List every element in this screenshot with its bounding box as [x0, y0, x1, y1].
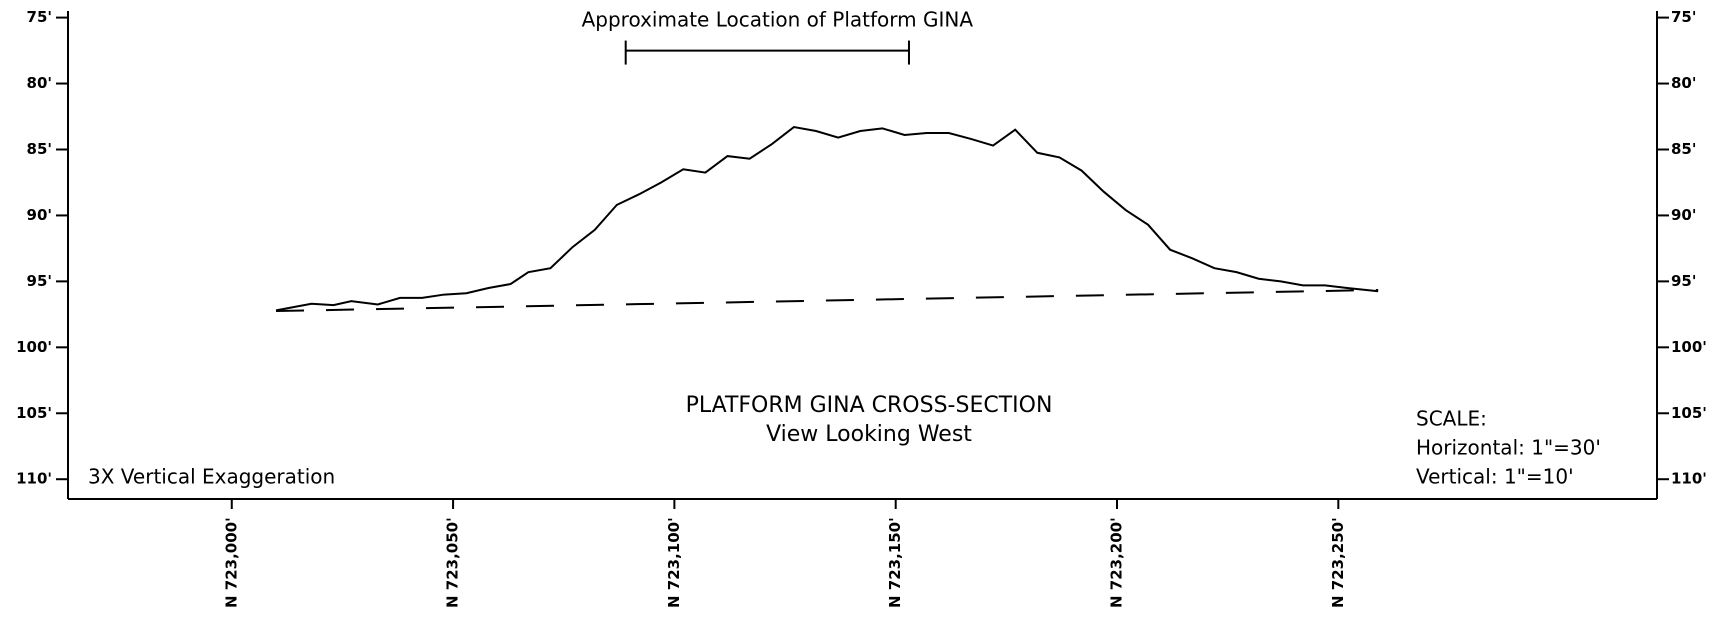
y-tick-label: 110' — [16, 470, 52, 488]
annotation: Approximate Location of Platform GINA — [582, 8, 974, 32]
y-tick-label: 95' — [27, 272, 52, 290]
y-tick-label: 100' — [16, 338, 52, 356]
y-tick-label: 90' — [27, 206, 52, 224]
y-tick-label: 75' — [1671, 8, 1696, 26]
y-tick-label: 75' — [27, 8, 52, 26]
profile-line — [275, 126, 1379, 312]
x-tick-label: N 723,250' — [1329, 517, 1347, 608]
y-tick-label: 105' — [16, 404, 52, 422]
y-tick-label: 95' — [1671, 272, 1696, 290]
profile-line — [276, 288, 1379, 313]
x-tick-label: N 723,000' — [222, 517, 240, 608]
y-tick-label: 100' — [1671, 338, 1707, 356]
y-tick-label: 85' — [27, 140, 52, 158]
y-tick-label: 80' — [1671, 74, 1696, 92]
y-tick-label: 110' — [1671, 470, 1707, 488]
x-tick-label: N 723,200' — [1108, 517, 1126, 608]
chart-subtitle: View Looking West — [766, 422, 972, 447]
scale-line: Horizontal: 1"=30' — [1416, 436, 1601, 460]
x-tick-label: N 723,100' — [665, 517, 683, 608]
x-tick-label: N 723,150' — [886, 517, 904, 608]
chart-title: PLATFORM GINA CROSS-SECTION — [686, 393, 1053, 418]
note: 3X Vertical Exaggeration — [88, 465, 335, 489]
y-tick-label: 90' — [1671, 206, 1696, 224]
scale-line: Vertical: 1"=10' — [1416, 465, 1574, 489]
scale-line: SCALE: — [1416, 407, 1487, 431]
y-tick-label: 105' — [1671, 404, 1707, 422]
x-tick-label: N 723,050' — [444, 517, 462, 608]
y-tick-label: 80' — [27, 74, 52, 92]
y-tick-label: 85' — [1671, 140, 1696, 158]
